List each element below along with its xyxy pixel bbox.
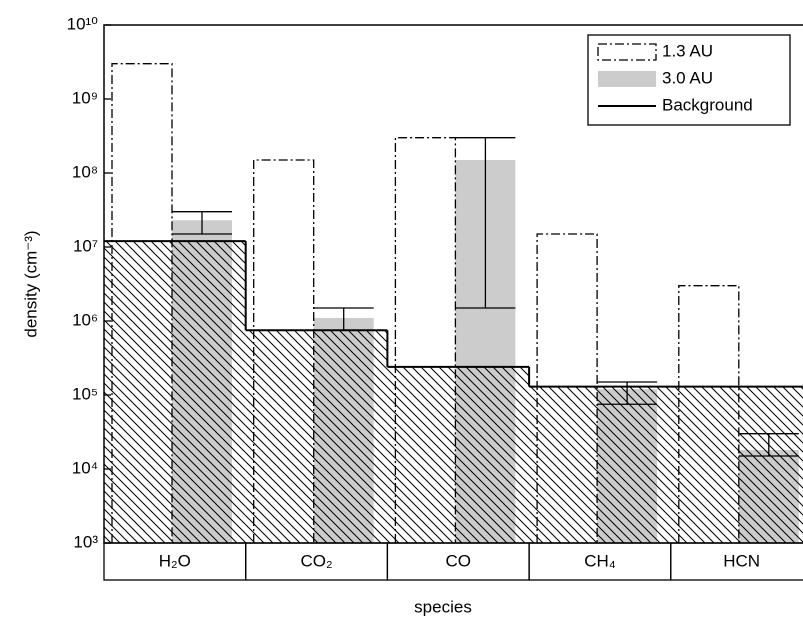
y-tick-label: 10⁹	[72, 88, 98, 107]
bar	[536, 233, 598, 543]
x-tick-label: HCN	[723, 551, 760, 570]
y-tick-label: 10⁶	[72, 310, 98, 329]
bar	[394, 137, 457, 543]
y-axis-label: density (cm⁻³)	[21, 230, 40, 337]
legend-swatch	[597, 43, 657, 61]
y-tick-label: 10⁸	[72, 162, 98, 181]
plot-frame	[103, 24, 803, 544]
bar	[253, 159, 315, 543]
background-area	[529, 386, 671, 543]
legend: 1.3 AU 3.0 AU Background	[587, 34, 791, 126]
legend-box	[587, 34, 791, 126]
plot: H₂O CO₂ CO CH₄ HCN	[103, 24, 803, 581]
background-area	[104, 241, 246, 543]
x-tick-label: CO	[446, 551, 472, 570]
x-tick-label: CO₂	[300, 551, 332, 570]
bar	[111, 63, 173, 543]
y-tick-label: 10¹⁰	[67, 14, 99, 33]
legend-label: 1.3 AU	[662, 41, 713, 60]
x-tick-label: CH₄	[584, 551, 616, 570]
legend-label: Background	[662, 95, 753, 114]
y-tick-label: 10⁵	[72, 384, 98, 403]
y-tick-label: 10³	[73, 532, 98, 551]
background-area	[387, 366, 530, 543]
legend-swatch	[598, 71, 656, 87]
x-axis-label: species	[414, 597, 472, 616]
bar	[678, 285, 740, 543]
background-area	[245, 330, 388, 543]
background-area	[670, 386, 803, 543]
y-tick-label: 10⁷	[73, 236, 98, 255]
legend-label: 3.0 AU	[662, 68, 713, 87]
y-tick-label: 10⁴	[72, 458, 98, 477]
x-tick-label: H₂O	[159, 551, 191, 570]
